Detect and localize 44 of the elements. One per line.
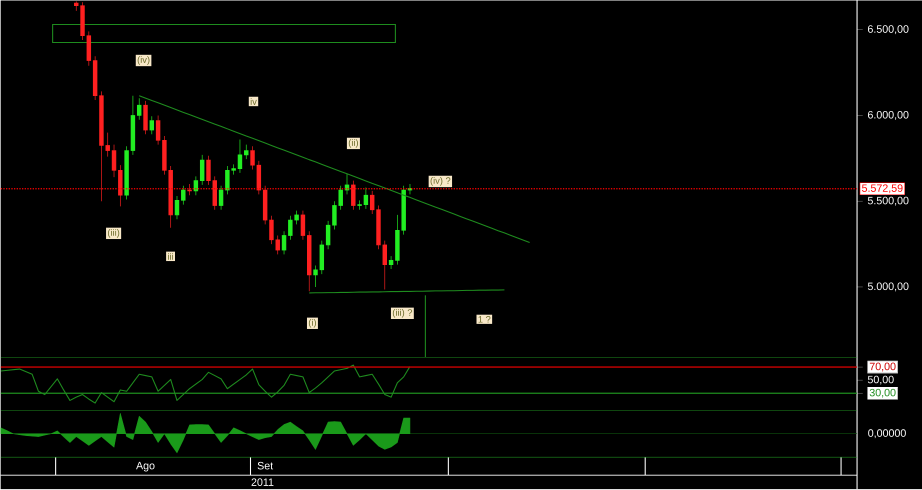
- candlestick: [320, 240, 324, 274]
- text: 0,00000: [868, 429, 906, 438]
- annotation: (ii): [348, 138, 358, 148]
- candlestick: [168, 166, 173, 228]
- candlestick: [74, 0, 78, 11]
- candlestick: [300, 210, 306, 240]
- annotation: (iii): [108, 228, 120, 238]
- candlestick: [294, 210, 299, 224]
- candlestick: [212, 176, 217, 210]
- y-tick-label: 5.000,00: [868, 282, 909, 292]
- annotation: iii: [168, 252, 174, 260]
- candlestick: [150, 116, 154, 134]
- candlestick: [206, 155, 211, 186]
- y-tick-label: 5.500,00: [868, 196, 909, 206]
- candlestick: [112, 144, 116, 178]
- candlestick: [307, 230, 312, 292]
- candlestick: [313, 264, 318, 288]
- candlestick: [382, 240, 388, 290]
- y-tick-label: 6.500,00: [868, 25, 909, 34]
- candlestick: [106, 132, 110, 157]
- candlestick: [118, 164, 123, 206]
- annotation: iv: [250, 98, 257, 105]
- candlestick: [200, 154, 204, 186]
- annotation: 1 ?: [478, 316, 490, 322]
- annotation: (iv): [138, 56, 150, 65]
- x-axis-title: 2011: [252, 478, 274, 486]
- ref-line-label: 5.572,59: [862, 184, 903, 193]
- candlestick: [181, 185, 186, 205]
- candlestick: [174, 196, 180, 220]
- candlestick: [136, 98, 142, 120]
- candlestick: [351, 180, 356, 210]
- candlestick: [338, 185, 343, 210]
- y-tick-label: 6.000,00: [868, 110, 909, 120]
- candlestick: [401, 185, 406, 235]
- candlestick: [143, 100, 148, 134]
- y-tick-label: 50,00: [868, 376, 894, 384]
- annotation: (iii) ?: [392, 308, 412, 318]
- candlestick: [370, 190, 374, 214]
- candlestick: [376, 204, 381, 250]
- x-tick-label: Ago: [136, 462, 155, 472]
- annotation: (i): [308, 318, 316, 328]
- candlestick: [276, 234, 280, 255]
- annotation: (iv) ?: [430, 176, 450, 186]
- x-tick-label: Set: [258, 462, 274, 470]
